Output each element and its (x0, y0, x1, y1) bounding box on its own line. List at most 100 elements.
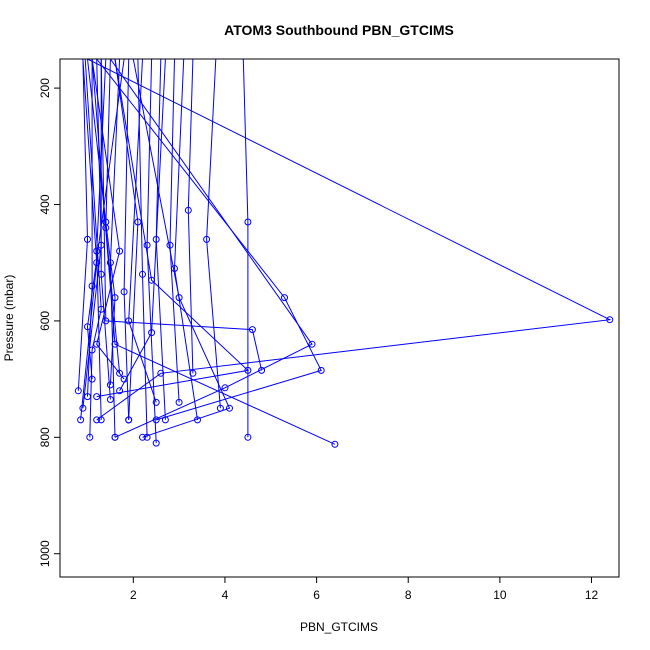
series-line (91, 59, 125, 380)
profile-series-25 (171, 59, 201, 424)
data-point (175, 398, 183, 406)
data-point (125, 416, 133, 424)
series-line (128, 59, 157, 403)
profile-series-13 (242, 59, 252, 441)
profile-series-8 (143, 59, 160, 447)
series-line (105, 59, 121, 374)
profile-series-15 (96, 59, 325, 424)
series-line (84, 59, 102, 438)
data-point (189, 369, 197, 377)
plot-frame (59, 58, 620, 578)
y-tick-label: 400 (38, 194, 52, 214)
data-point (606, 316, 614, 324)
data-point (221, 384, 229, 392)
profile-series-22 (84, 59, 125, 383)
data-point (93, 247, 101, 255)
series-line (114, 59, 139, 420)
data-point (152, 398, 160, 406)
data-point (88, 346, 96, 354)
data-point (258, 366, 266, 374)
x-tick-label: 6 (313, 588, 320, 602)
data-point (139, 433, 146, 441)
series-line (96, 59, 322, 421)
data-point (116, 387, 124, 395)
y-tick-label: 200 (38, 78, 52, 98)
series-line (146, 59, 157, 444)
y-axis: 200 400 600 800 1000 (38, 78, 60, 567)
data-point (152, 439, 160, 447)
data-point (308, 340, 316, 348)
x-axis-label: PBN_GTCIMS (300, 620, 378, 634)
x-axis: 2 4 6 8 10 12 (130, 577, 599, 602)
profile-series-29 (114, 59, 142, 424)
data-point (97, 270, 105, 278)
data-point (143, 433, 151, 441)
x-tick-label: 4 (222, 588, 229, 602)
data-point (139, 270, 146, 278)
data-point (244, 218, 252, 226)
data-point (143, 241, 151, 249)
data-point (194, 416, 201, 424)
data-point (226, 404, 233, 412)
data-point (111, 340, 119, 348)
profile-series-18 (91, 59, 339, 448)
data-point (120, 288, 128, 296)
profile-series-23 (125, 59, 160, 406)
series-line (87, 59, 612, 421)
data-point (77, 416, 85, 424)
data-point (74, 387, 82, 395)
data-point (125, 317, 133, 325)
series-line (206, 59, 221, 409)
data-point (84, 323, 91, 331)
y-tick-label: 600 (38, 311, 52, 331)
data-point (148, 329, 156, 337)
profile-series-30 (84, 59, 105, 441)
x-tick-label: 12 (585, 588, 599, 602)
series-line (187, 59, 194, 374)
x-tick-label: 8 (405, 588, 412, 602)
profile-series-19 (93, 59, 252, 401)
data-point (88, 282, 96, 290)
series-line (96, 59, 249, 398)
series-line (109, 59, 121, 438)
data-point (116, 369, 124, 377)
x-tick-label: 10 (493, 588, 507, 602)
y-tick-label: 800 (38, 427, 52, 447)
series-line (91, 59, 336, 445)
data-point (281, 294, 288, 302)
data-point (244, 366, 252, 374)
data-point (106, 259, 114, 267)
chart-title: ATOM3 Southbound PBN_GTCIMS (224, 22, 454, 38)
data-point (248, 326, 256, 334)
data-point (134, 218, 142, 226)
data-point (111, 433, 119, 441)
data-point (79, 404, 87, 412)
data-point (120, 375, 128, 383)
data-point (88, 375, 96, 383)
series-line (109, 59, 313, 438)
data-point (106, 396, 114, 403)
data-point (116, 247, 124, 255)
profile-series-17 (87, 59, 614, 424)
profile-series-7 (137, 59, 151, 441)
profile-series-1 (74, 59, 91, 395)
profile-series-28 (91, 59, 128, 383)
data-point (317, 366, 325, 374)
series-line (119, 59, 166, 392)
data-point (93, 416, 101, 424)
series-line (77, 59, 89, 391)
series-line (169, 59, 180, 403)
profile-series-26 (102, 59, 124, 377)
series-line (132, 59, 231, 438)
profile-series-14 (100, 59, 266, 374)
data-point (184, 206, 192, 214)
series-line (86, 59, 125, 380)
data-point (331, 440, 339, 448)
y-axis-label: Pressure (mbar) (2, 275, 16, 362)
profile-series-24 (116, 59, 166, 395)
series-line (100, 59, 263, 371)
series-layer (74, 59, 614, 448)
series-line (242, 59, 249, 438)
